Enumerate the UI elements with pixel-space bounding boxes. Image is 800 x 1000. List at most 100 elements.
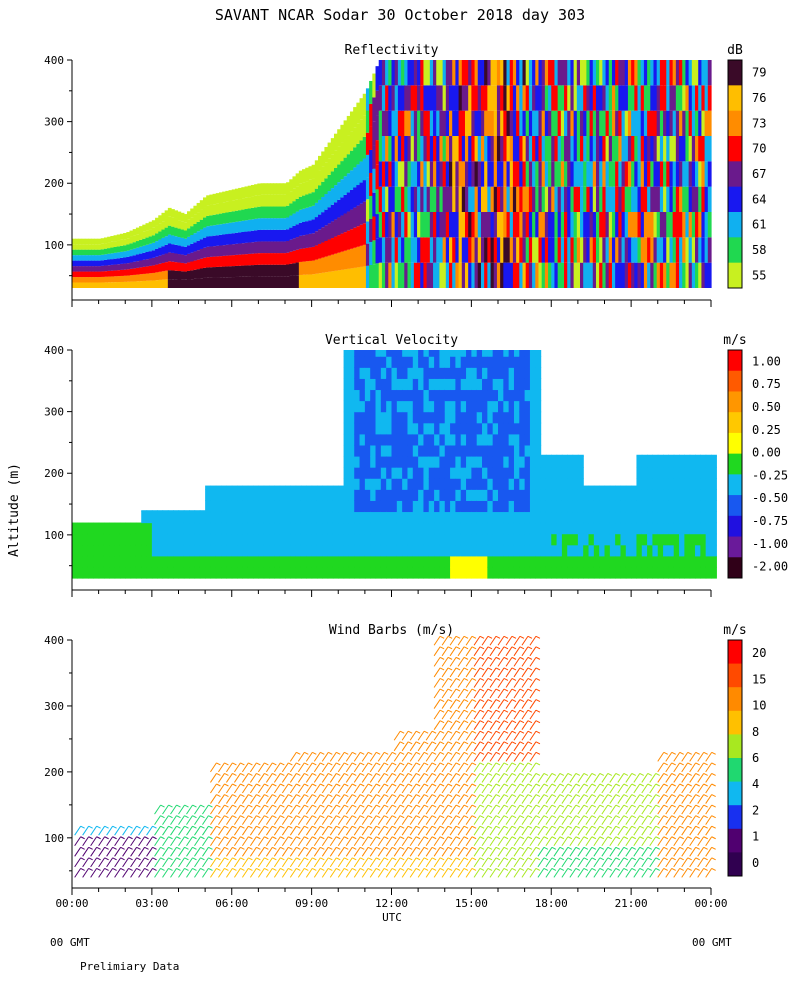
reflectivity-cell [605, 110, 610, 136]
reflectivity-cell [103, 248, 108, 255]
velocity-cell [322, 522, 329, 535]
wind-barb-feather [280, 794, 285, 797]
velocity-cell [450, 389, 456, 402]
wind-barb [265, 868, 273, 878]
wind-barb-feather [336, 794, 341, 797]
colorbar-label: -1.00 [752, 537, 788, 551]
wind-barb [249, 847, 257, 857]
reflectivity-cell [394, 161, 399, 187]
wind-barb [321, 794, 329, 804]
velocity-cell [684, 555, 691, 568]
velocity-cell [338, 544, 345, 557]
velocity-cell [711, 455, 717, 468]
reflectivity-cell [142, 238, 147, 246]
reflectivity-cell [394, 262, 399, 288]
velocity-cell [412, 489, 419, 501]
velocity-cell [290, 555, 297, 568]
velocity-cell [450, 367, 456, 379]
wind-barb-feather [288, 794, 293, 797]
wind-barb [497, 752, 505, 762]
reflectivity-cell [554, 110, 559, 136]
wind-barb-feather [519, 815, 525, 819]
wind-barb-feather [503, 762, 509, 766]
wind-barb-feather [479, 709, 485, 713]
velocity-cell [471, 489, 478, 501]
velocity-cell [386, 500, 393, 513]
velocity-cell [450, 500, 456, 513]
velocity-cell [455, 400, 462, 413]
wind-barb-feather [479, 815, 485, 819]
reflectivity-cell [151, 272, 156, 281]
reflectivity-cell [397, 110, 402, 136]
wind-barb-feather [176, 815, 181, 819]
wind-barb [226, 836, 233, 847]
wind-barb-feather [296, 825, 301, 829]
wind-barb-feather [391, 836, 397, 840]
reflectivity-cell [493, 60, 498, 86]
wind-barb-feather [487, 678, 493, 681]
velocity-cell [247, 555, 254, 568]
reflectivity-cell [295, 198, 300, 212]
reflectivity-cell [522, 237, 527, 263]
reflectivity-cell [608, 161, 613, 187]
velocity-cell [418, 367, 425, 379]
reflectivity-cell [423, 60, 428, 86]
wind-barb [449, 678, 457, 688]
wind-barb [178, 815, 185, 825]
velocity-cell [540, 522, 547, 535]
reflectivity-cell [477, 212, 482, 238]
velocity-cell [524, 489, 531, 501]
wind-barb-feather [463, 720, 469, 724]
wind-barb-feather [487, 688, 493, 692]
reflectivity-cell [375, 238, 380, 264]
velocity-cell [354, 350, 361, 357]
reflectivity-cell [519, 186, 524, 212]
wind-barb [361, 752, 369, 762]
wind-barb [465, 783, 473, 794]
wind-barb [353, 773, 361, 783]
velocity-cell [412, 378, 419, 391]
reflectivity-cell [84, 282, 89, 288]
reflectivity-cell [611, 186, 616, 212]
reflectivity-cell [436, 212, 441, 238]
wind-barb [321, 804, 329, 815]
reflectivity-cell [496, 60, 501, 86]
reflectivity-cell [362, 93, 367, 116]
velocity-cell [519, 500, 526, 513]
wind-barb-feather [503, 857, 509, 861]
wind-barb [449, 646, 457, 657]
wind-barb [545, 836, 553, 847]
reflectivity-cell [318, 243, 322, 259]
reflectivity-cell [449, 161, 453, 187]
wind-barb [457, 804, 465, 815]
wind-barb [257, 868, 265, 878]
reflectivity-cell [631, 186, 635, 212]
wind-barb-feather [288, 857, 293, 861]
reflectivity-cell [404, 110, 409, 136]
wind-barb-feather [527, 699, 533, 703]
wind-barb-feather [551, 846, 557, 850]
velocity-cell [508, 511, 515, 524]
reflectivity-cell [417, 186, 421, 212]
velocity-cell [316, 500, 323, 513]
reflectivity-cell [372, 97, 377, 122]
reflectivity-cell [653, 186, 658, 212]
reflectivity-cell [637, 212, 642, 238]
reflectivity-cell [282, 229, 287, 242]
velocity-cell [178, 511, 185, 524]
wind-barb [489, 847, 497, 857]
wind-barb-feather [375, 751, 381, 755]
wind-barb [513, 741, 521, 752]
wind-barb [138, 857, 145, 868]
wind-barb-feather [264, 836, 269, 840]
wind-barb [537, 815, 545, 825]
reflectivity-cell [413, 212, 418, 238]
velocity-cell [407, 500, 414, 513]
reflectivity-cell [599, 136, 603, 162]
reflectivity-cell [640, 262, 645, 288]
velocity-cell [503, 411, 510, 424]
wind-barb-feather [168, 867, 173, 871]
velocity-cell [434, 350, 441, 357]
velocity-cell [636, 455, 643, 468]
velocity-cell [476, 500, 483, 513]
